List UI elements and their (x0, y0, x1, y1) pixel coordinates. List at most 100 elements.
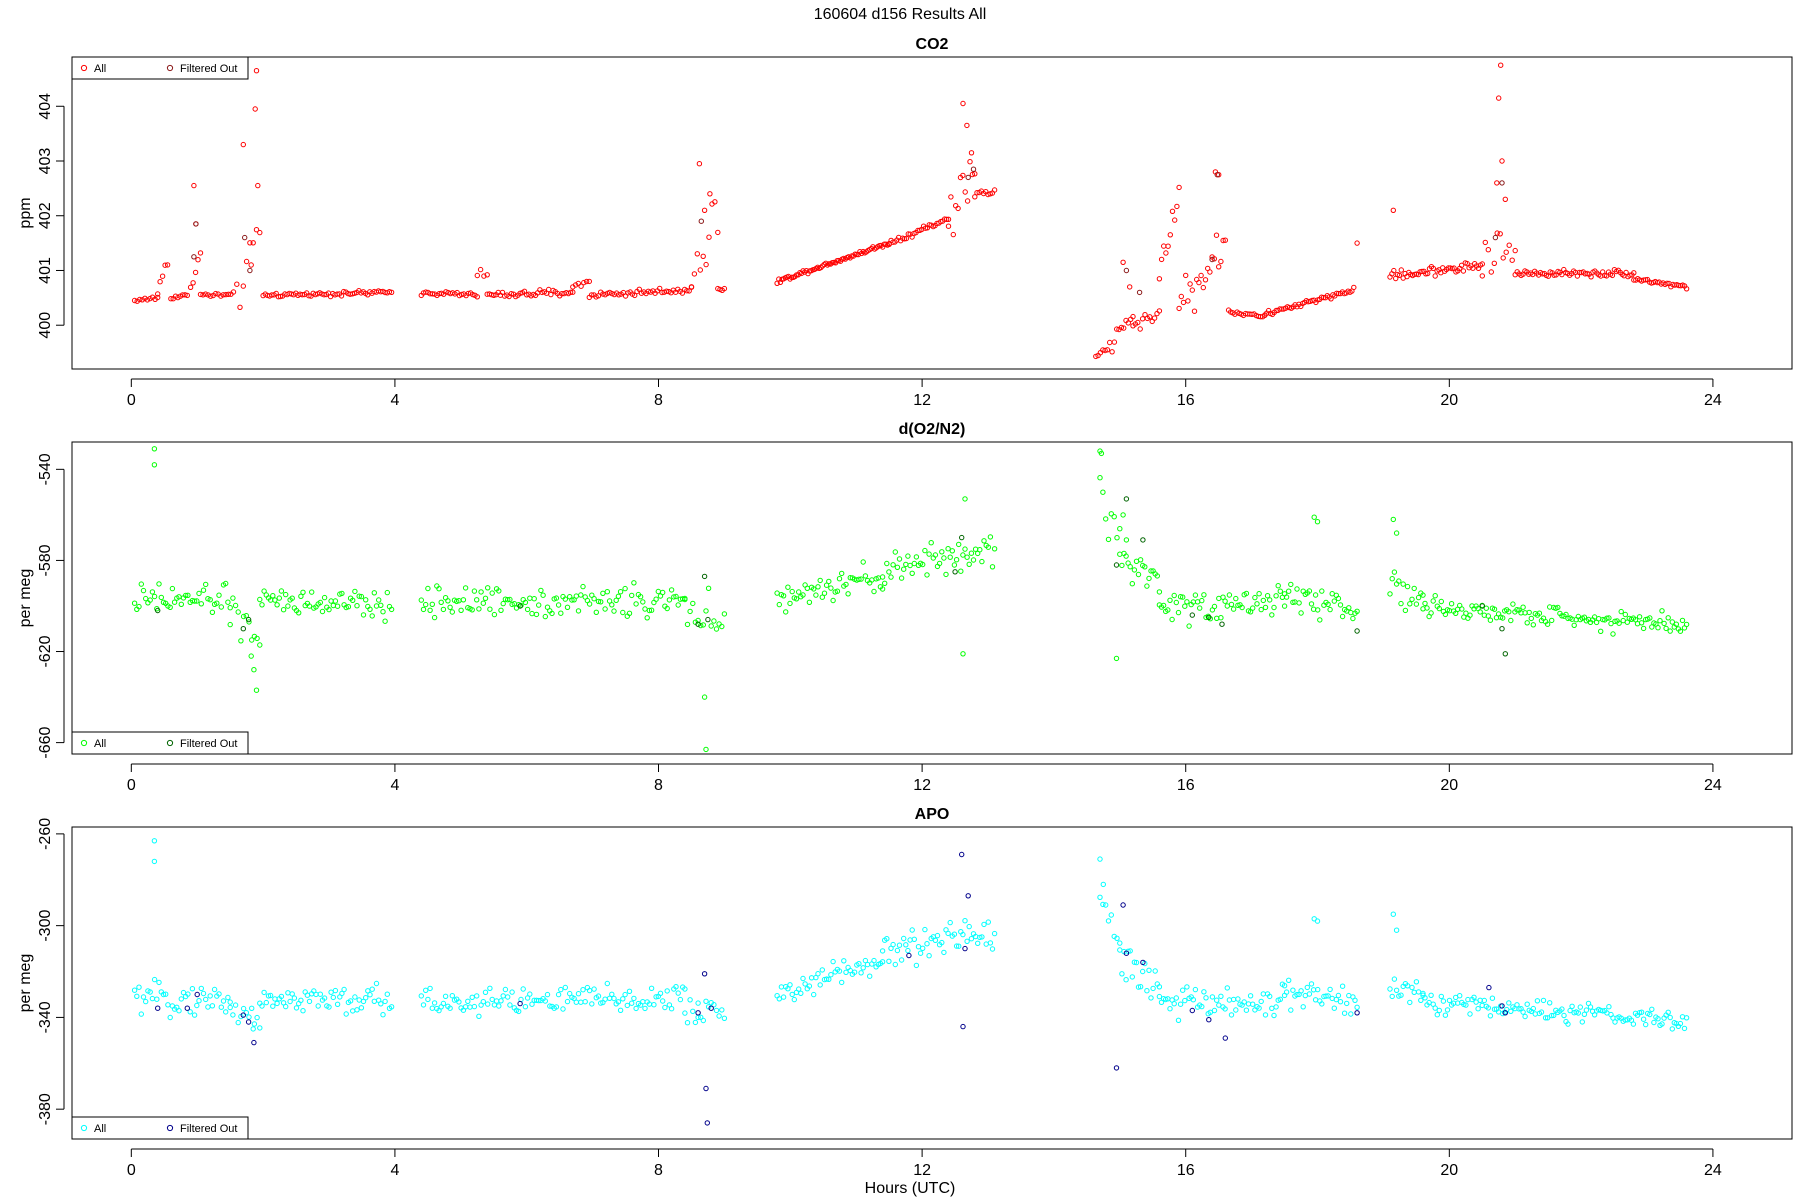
data-points (131, 446, 1690, 753)
data-point (1400, 581, 1406, 587)
data-point (238, 638, 244, 644)
x-tick-label: 24 (1704, 392, 1722, 409)
data-point (272, 996, 278, 1002)
data-point (1499, 180, 1505, 186)
data-point (862, 957, 869, 964)
x-tick-label: 16 (1177, 1162, 1195, 1179)
data-point (253, 687, 260, 693)
data-point (319, 608, 326, 615)
data-point (1233, 1007, 1239, 1013)
data-point (1630, 1021, 1637, 1027)
data-point (1283, 594, 1290, 600)
data-point (972, 546, 979, 552)
legend-label: Filtered Out (180, 63, 237, 75)
data-point (184, 1005, 191, 1011)
data-point (960, 100, 966, 107)
data-point (356, 997, 362, 1003)
data-point (806, 983, 813, 989)
data-point (1123, 496, 1130, 502)
data-point (1169, 616, 1175, 623)
data-point (1571, 622, 1577, 628)
data-point (1108, 511, 1115, 517)
data-point (688, 284, 695, 290)
data-point (1559, 271, 1565, 278)
data-point (484, 272, 490, 278)
data-point (716, 621, 722, 627)
data-point (776, 601, 782, 608)
data-point (1642, 277, 1649, 283)
data-point (956, 541, 962, 548)
data-point (203, 996, 209, 1003)
data-point (261, 588, 267, 594)
data-point (289, 991, 295, 997)
data-point (706, 234, 712, 240)
data-point (703, 608, 709, 614)
data-point (1559, 1006, 1565, 1012)
data-point (516, 1008, 522, 1015)
data-point (1479, 261, 1486, 267)
data-point (698, 622, 704, 629)
data-point (240, 613, 247, 620)
data-point (1538, 1009, 1545, 1015)
data-point (787, 982, 793, 988)
data-point (800, 592, 806, 598)
data-point (700, 253, 706, 259)
data-point (1127, 564, 1133, 570)
data-point (1218, 258, 1224, 265)
data-point (943, 571, 949, 578)
data-point (1235, 996, 1241, 1002)
data-point (800, 975, 806, 982)
data-point (684, 288, 690, 294)
data-point (959, 534, 965, 541)
data-point (663, 288, 670, 294)
data-point (1258, 998, 1264, 1005)
data-point (682, 986, 688, 992)
data-point (243, 613, 250, 619)
x-tick-label: 20 (1440, 1162, 1458, 1179)
data-point (196, 998, 202, 1004)
data-point (1657, 618, 1663, 624)
data-point (1216, 1002, 1222, 1008)
data-point (358, 593, 365, 600)
data-point (906, 952, 912, 959)
data-point (1683, 286, 1690, 292)
data-point (941, 949, 947, 956)
data-point (1288, 581, 1294, 588)
data-point (898, 575, 905, 581)
data-point (1494, 230, 1500, 236)
data-point (695, 1000, 701, 1006)
data-point (629, 1000, 635, 1006)
data-point (703, 746, 709, 753)
data-point (1520, 604, 1526, 610)
data-point (1200, 284, 1207, 291)
data-point (1436, 1007, 1443, 1014)
data-point (529, 610, 535, 617)
data-point (449, 609, 455, 615)
data-point (966, 923, 972, 930)
data-point (606, 598, 613, 604)
data-point (1136, 289, 1143, 296)
data-point (280, 607, 287, 613)
data-point (356, 593, 362, 599)
data-point (826, 976, 832, 982)
data-point (967, 159, 973, 165)
data-point (427, 607, 433, 613)
data-point (1398, 600, 1404, 607)
data-point (562, 984, 568, 991)
data-point (1681, 1025, 1688, 1032)
data-point (289, 595, 295, 601)
data-point (1419, 268, 1425, 275)
data-point (1167, 232, 1174, 238)
data-point (588, 292, 595, 298)
data-point (1298, 610, 1304, 616)
data-point (1640, 1016, 1647, 1022)
data-point (151, 462, 158, 468)
data-point (1222, 237, 1229, 243)
data-point (1262, 604, 1269, 611)
data-point (138, 581, 145, 587)
data-point (789, 274, 795, 280)
data-point (1107, 339, 1113, 346)
data-point (200, 587, 207, 593)
data-point (517, 603, 523, 609)
data-point (1135, 571, 1142, 578)
